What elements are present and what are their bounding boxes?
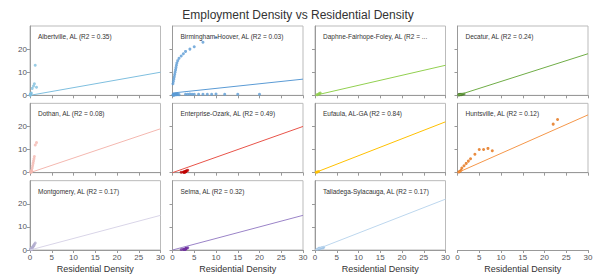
svg-text:Birmingham-Hoover, AL (R2 = 0.: Birmingham-Hoover, AL (R2 = 0.03) bbox=[181, 33, 284, 41]
svg-text:Selma, AL (R2 = 0.32): Selma, AL (R2 = 0.32) bbox=[181, 188, 245, 196]
svg-text:10: 10 bbox=[354, 253, 363, 262]
svg-text:5: 5 bbox=[477, 253, 482, 262]
svg-text:5: 5 bbox=[335, 253, 340, 262]
svg-text:15: 15 bbox=[376, 253, 385, 262]
svg-text:30: 30 bbox=[156, 253, 165, 262]
svg-text:30: 30 bbox=[299, 253, 308, 262]
svg-text:5: 5 bbox=[50, 253, 55, 262]
svg-text:Eufaula, AL-GA (R2 = 0.84): Eufaula, AL-GA (R2 = 0.84) bbox=[323, 110, 402, 118]
svg-text:25: 25 bbox=[134, 253, 143, 262]
svg-text:Montgomery, AL (R2 = 0.17): Montgomery, AL (R2 = 0.17) bbox=[38, 188, 119, 196]
svg-text:10: 10 bbox=[18, 222, 27, 231]
svg-text:10: 10 bbox=[18, 145, 27, 154]
svg-text:20: 20 bbox=[18, 199, 27, 208]
svg-text:20: 20 bbox=[18, 45, 27, 54]
svg-text:10: 10 bbox=[497, 253, 506, 262]
svg-text:Residential Density: Residential Density bbox=[484, 264, 562, 274]
svg-text:Residential Density: Residential Density bbox=[199, 264, 277, 274]
svg-text:20: 20 bbox=[18, 122, 27, 131]
svg-text:Huntsville, AL (R2 = 0.12): Huntsville, AL (R2 = 0.12) bbox=[466, 110, 540, 118]
svg-text:20: 20 bbox=[398, 253, 407, 262]
svg-text:30: 30 bbox=[584, 253, 593, 262]
svg-text:25: 25 bbox=[419, 253, 428, 262]
svg-text:Employment Density vs Resident: Employment Density vs Residential Densit… bbox=[182, 8, 413, 22]
svg-text:5: 5 bbox=[192, 253, 197, 262]
svg-text:0: 0 bbox=[22, 245, 27, 255]
svg-text:Talladega-Sylacauga, AL (R2 =: Talladega-Sylacauga, AL (R2 = 0.17) bbox=[323, 188, 429, 196]
svg-text:20: 20 bbox=[113, 253, 122, 262]
svg-text:25: 25 bbox=[562, 253, 571, 262]
svg-text:10: 10 bbox=[69, 253, 78, 262]
svg-text:0: 0 bbox=[23, 91, 28, 100]
svg-text:Dothan, AL (R2 = 0.08): Dothan, AL (R2 = 0.08) bbox=[38, 110, 104, 118]
svg-text:0: 0 bbox=[28, 253, 33, 262]
svg-text:0: 0 bbox=[455, 253, 460, 262]
svg-text:20: 20 bbox=[255, 253, 264, 262]
svg-text:Enterprise-Ozark, AL (R2 = 0.4: Enterprise-Ozark, AL (R2 = 0.49) bbox=[181, 110, 276, 118]
svg-text:0: 0 bbox=[170, 253, 175, 262]
svg-text:Albertville, AL (R2 = 0.35): Albertville, AL (R2 = 0.35) bbox=[38, 33, 112, 41]
svg-text:Residential Density: Residential Density bbox=[57, 264, 135, 274]
svg-text:Decatur, AL (R2 = 0.24): Decatur, AL (R2 = 0.24) bbox=[466, 33, 534, 41]
svg-text:30: 30 bbox=[441, 253, 450, 262]
svg-text:Daphne-Fairhope-Foley, AL (R2: Daphne-Fairhope-Foley, AL (R2 = ... bbox=[323, 33, 427, 41]
svg-text:Residential Density: Residential Density bbox=[342, 264, 420, 274]
svg-text:0: 0 bbox=[23, 168, 28, 177]
svg-text:15: 15 bbox=[91, 253, 100, 262]
svg-text:10: 10 bbox=[18, 68, 27, 77]
svg-text:25: 25 bbox=[277, 253, 286, 262]
svg-text:10: 10 bbox=[212, 253, 221, 262]
svg-text:15: 15 bbox=[233, 253, 242, 262]
svg-text:15: 15 bbox=[518, 253, 527, 262]
svg-text:20: 20 bbox=[540, 253, 549, 262]
svg-text:0: 0 bbox=[313, 253, 318, 262]
